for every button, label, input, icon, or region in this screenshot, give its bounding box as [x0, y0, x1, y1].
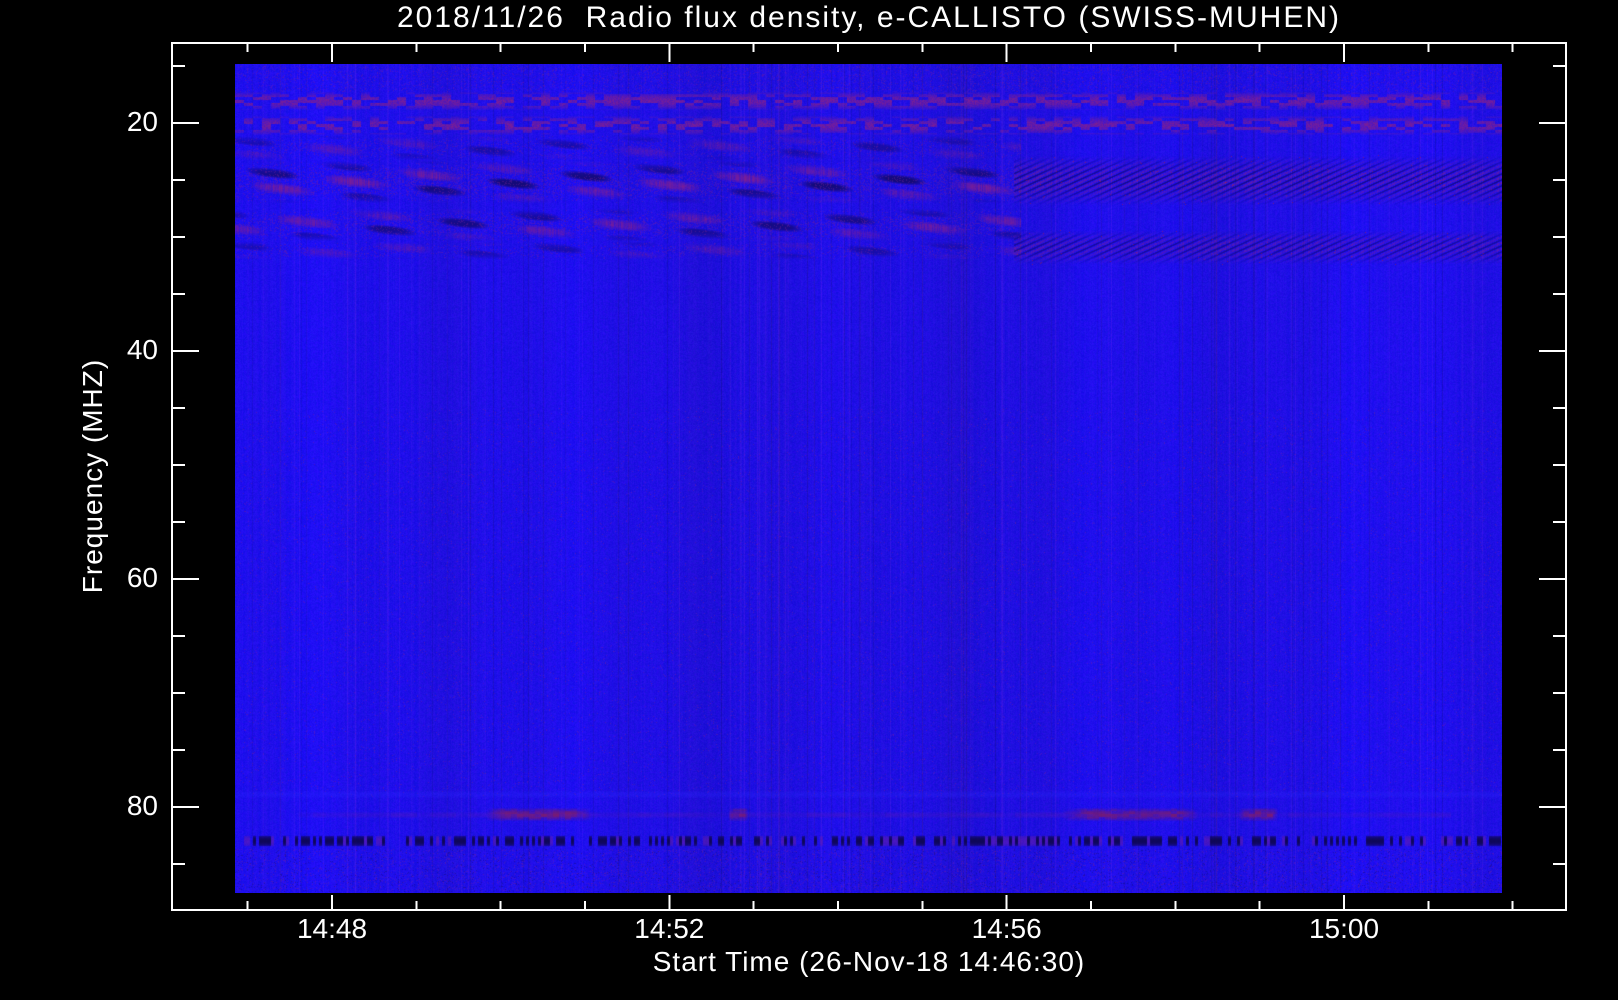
x-tick-label: 14:56 [971, 913, 1042, 944]
y-axis-label: Frequency (MHZ) [77, 358, 108, 594]
y-tick-label: 20 [126, 106, 158, 137]
x-tick-label: 14:52 [634, 913, 705, 944]
plot-frame [171, 42, 1567, 911]
x-axis-label: Start Time (26-Nov-18 14:46:30) [652, 946, 1086, 977]
x-tick-label: 14:48 [296, 913, 368, 944]
y-tick-label: 40 [126, 334, 158, 365]
y-tick-label: 80 [126, 790, 158, 821]
chart-title: 2018/11/26 Radio flux density, e-CALLIST… [397, 1, 1341, 34]
spectrogram-image [235, 64, 1502, 893]
x-tick-label: 15:00 [1308, 913, 1380, 944]
y-tick-label: 60 [126, 562, 158, 593]
